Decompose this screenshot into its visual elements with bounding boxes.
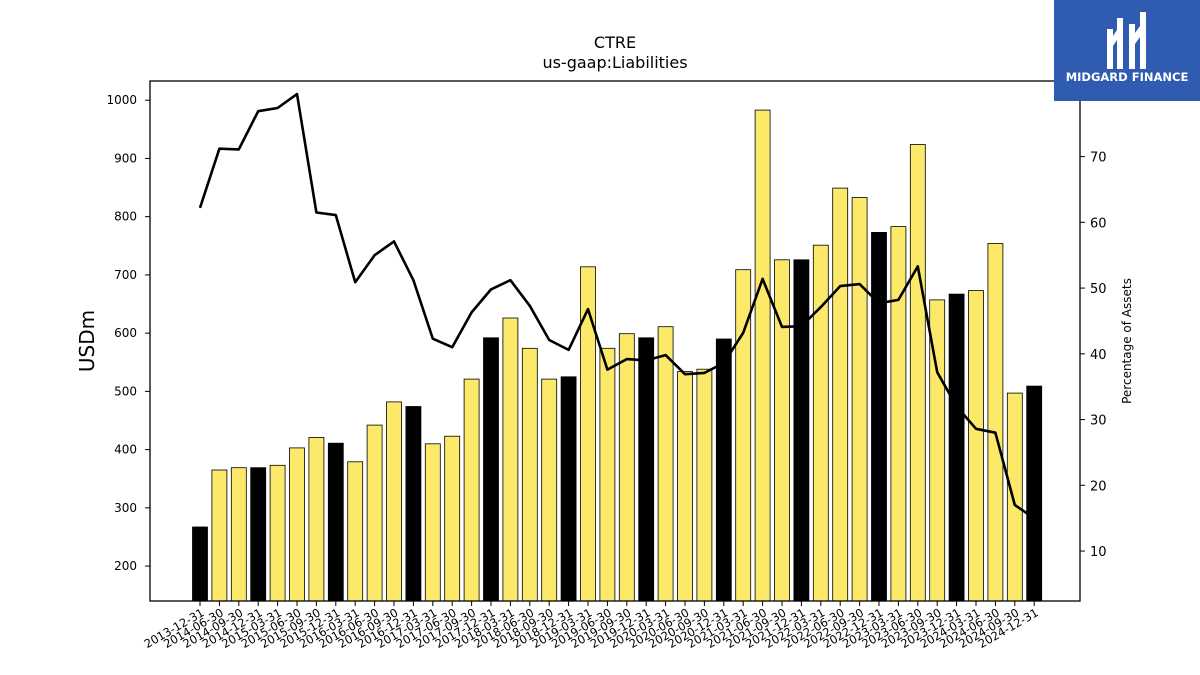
bar-2017-12-31 [483, 337, 499, 602]
y2-tick-label: 30 [1090, 414, 1107, 429]
bar-2015-06-30 [289, 447, 305, 602]
plot-frame [149, 80, 1081, 602]
y2-tick-label: 20 [1090, 479, 1107, 494]
y2-tick-label: 10 [1090, 545, 1107, 560]
y2-tick-label: 40 [1090, 348, 1107, 363]
y2-tick-label: 70 [1090, 151, 1107, 166]
bar-2018-03-31 [502, 317, 519, 602]
bar-2024-03-31 [968, 290, 984, 602]
y-axis-left: 200 300 400 500 600 700 800 900 1000 [106, 93, 150, 573]
bar-2019-03-31 [580, 266, 596, 602]
bar-2022-03-31 [812, 244, 829, 602]
bar-2019-06-30 [599, 347, 616, 602]
bar-2016-03-31 [347, 461, 364, 602]
bar-series [192, 109, 1043, 602]
y-tick-label: 400 [114, 443, 137, 457]
bar-2017-06-30 [444, 435, 461, 602]
bar-2015-09-30 [308, 436, 325, 602]
line-series [198, 92, 1035, 520]
bar-2014-09-30 [230, 467, 247, 602]
bar-2023-03-31 [890, 226, 907, 602]
y-tick-label: 200 [114, 559, 137, 573]
bar-2020-12-31 [715, 338, 732, 602]
bar-2020-09-30 [696, 368, 713, 602]
bar-2022-06-30 [832, 187, 849, 602]
y-tick-label: 300 [114, 501, 137, 515]
bar-2013-12-31 [192, 526, 208, 602]
y-tick-label: 800 [114, 210, 137, 224]
x-axis: 2013-12-312014-06-302014-09-302014-12-31… [142, 601, 1041, 651]
bar-2024-12-31 [1026, 385, 1043, 602]
chart-title: CTRE [594, 33, 636, 52]
bar-2015-12-31 [327, 442, 344, 602]
logo-mark-icon [1107, 12, 1146, 69]
bar-2018-12-31 [560, 376, 577, 602]
bar-2021-12-31 [793, 259, 810, 602]
bar-2016-09-30 [386, 401, 402, 602]
bar-2017-03-31 [424, 443, 441, 602]
logo-text: MIDGARD FINANCE [1065, 70, 1189, 84]
y2-axis-label: Percentage of Assets [1120, 278, 1134, 404]
y-tick-label: 900 [114, 151, 137, 165]
bar-2014-06-30 [211, 469, 228, 602]
y-axis-right: 10 20 30 40 50 60 70 [1080, 151, 1107, 560]
y-tick-label: 1000 [106, 93, 137, 107]
bar-2016-12-31 [405, 406, 422, 602]
percentage-line [198, 92, 1035, 520]
bar-2021-06-30 [754, 109, 771, 602]
bar-2018-09-30 [541, 378, 558, 602]
bar-2022-09-30 [851, 197, 868, 602]
y-axis-label: USDm [75, 310, 99, 372]
bar-2022-12-31 [871, 231, 887, 602]
bar-2024-09-30 [1006, 392, 1023, 602]
y-tick-label: 500 [114, 384, 137, 398]
bar-2020-03-31 [657, 326, 674, 602]
bar-2024-06-30 [987, 243, 1004, 602]
y-tick-label: 700 [114, 268, 137, 282]
y2-tick-label: 60 [1090, 216, 1107, 231]
bar-2018-06-30 [521, 347, 538, 602]
bar-2023-06-30 [909, 144, 926, 602]
bar-2019-09-30 [618, 333, 635, 602]
y-tick-label: 600 [114, 326, 137, 340]
y2-tick-label: 50 [1090, 282, 1107, 297]
bar-2019-12-31 [638, 337, 655, 602]
bar-2015-03-31 [269, 464, 286, 602]
bar-2016-06-30 [366, 424, 383, 602]
bar-2017-09-30 [463, 378, 480, 602]
chart-subtitle: us-gaap:Liabilities [542, 53, 687, 72]
bar-2014-12-31 [250, 467, 267, 602]
bar-2020-06-30 [677, 371, 693, 602]
bar-2023-12-31 [948, 293, 965, 602]
brand-logo: MIDGARD FINANCE [1054, 0, 1200, 101]
